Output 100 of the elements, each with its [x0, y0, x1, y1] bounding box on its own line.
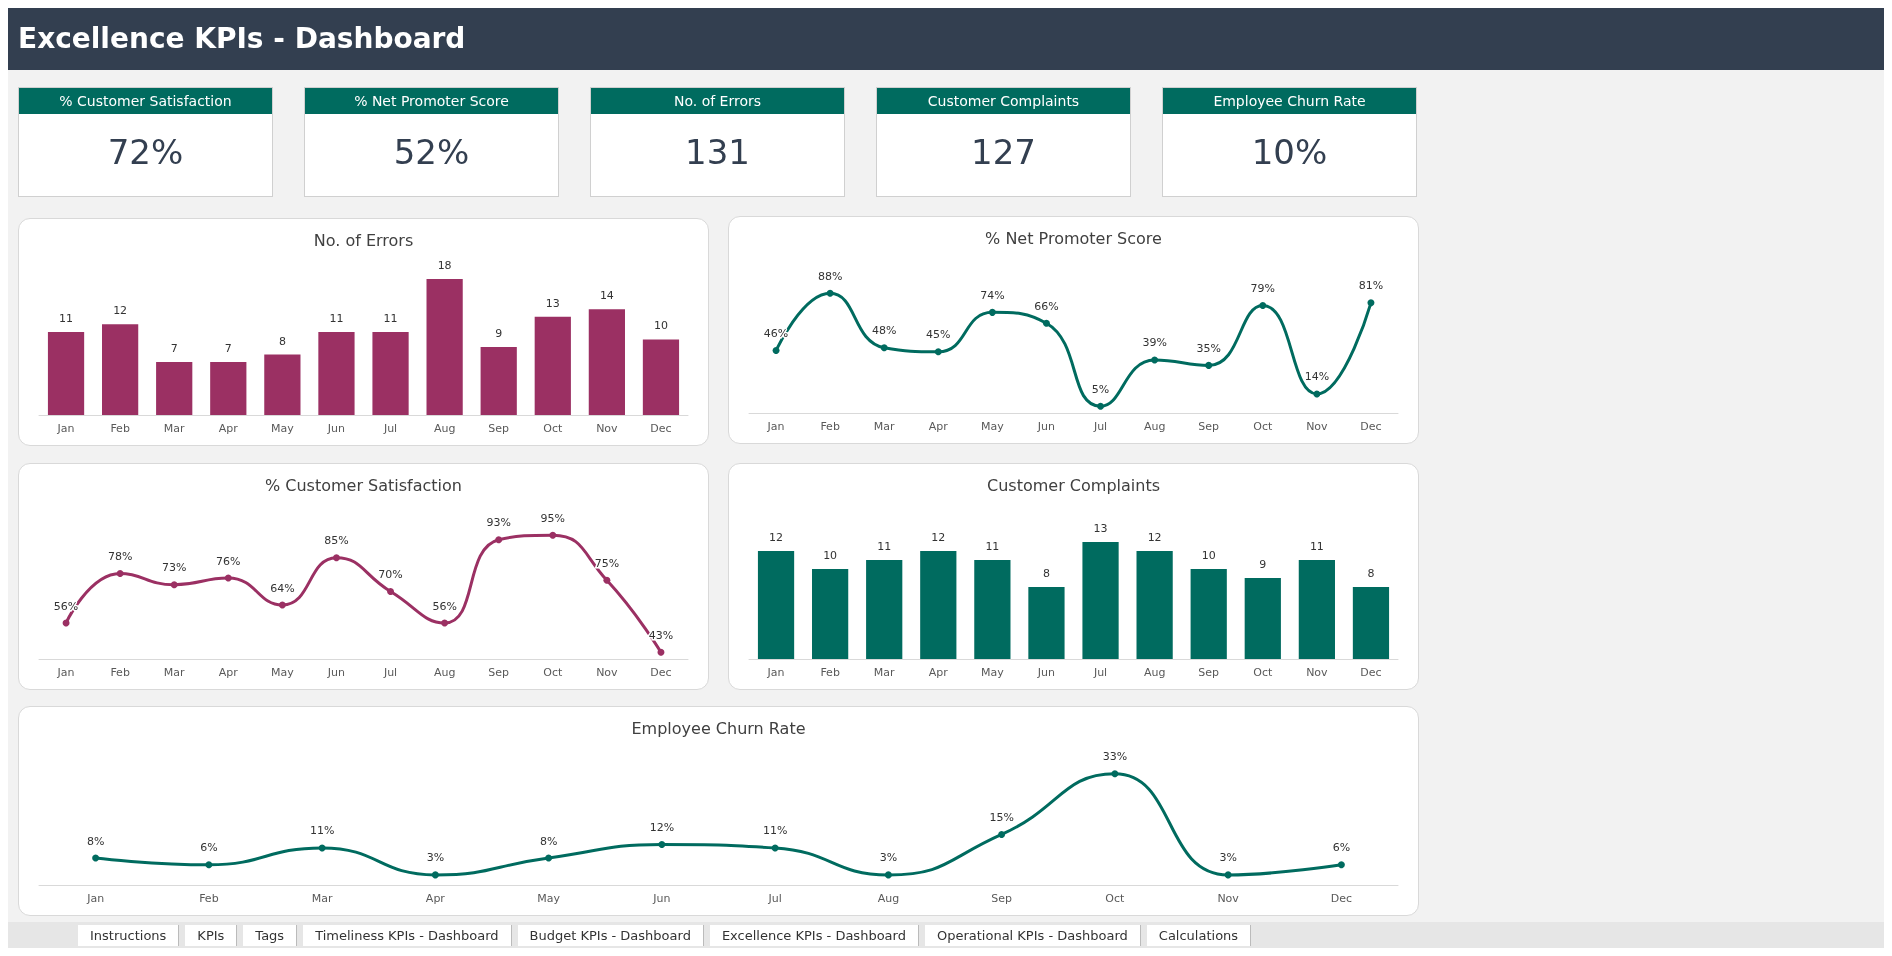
- x-tick-label: Dec: [1360, 420, 1382, 433]
- data-label: 48%: [871, 324, 897, 338]
- x-tick-label: Sep: [991, 892, 1013, 905]
- data-label: 12%: [649, 821, 675, 835]
- point: [545, 854, 553, 862]
- x-tick-label: Aug: [433, 666, 456, 679]
- bar: [102, 324, 139, 415]
- x-tick-label: Apr: [218, 666, 239, 679]
- point: [772, 346, 780, 354]
- x-tick-label: Oct: [543, 666, 563, 679]
- data-label: 74%: [980, 288, 1005, 302]
- point: [1111, 770, 1119, 778]
- x-tick-label: Aug: [433, 422, 456, 435]
- data-label: 15%: [989, 810, 1014, 824]
- data-label: 10: [1201, 549, 1216, 562]
- bar: [1352, 587, 1390, 659]
- bar: [1190, 569, 1227, 659]
- bar: [1082, 542, 1119, 659]
- data-label: 81%: [1358, 279, 1384, 293]
- x-tick-label: Mar: [163, 422, 186, 435]
- data-label: 93%: [486, 516, 511, 530]
- point: [934, 348, 942, 356]
- data-label: 12: [931, 531, 946, 544]
- point: [431, 871, 439, 879]
- point: [884, 871, 892, 879]
- data-label: 9: [495, 327, 503, 340]
- data-label: 3%: [879, 851, 898, 865]
- x-tick-label: Feb: [110, 422, 130, 435]
- data-label: 8: [278, 334, 286, 348]
- bar: [642, 339, 680, 415]
- x-tick-label: Feb: [110, 666, 130, 679]
- x-tick-label: May: [537, 892, 561, 905]
- x-tick-label: Oct: [1253, 420, 1273, 433]
- point: [1367, 299, 1375, 307]
- x-tick-label: Oct: [1105, 892, 1126, 905]
- data-label: 39%: [1142, 336, 1167, 350]
- x-tick-label: Dec: [1360, 666, 1382, 679]
- bar: [47, 331, 85, 415]
- point: [603, 576, 611, 584]
- chart-title: Employee Churn Rate: [631, 718, 806, 738]
- data-label: 33%: [1102, 750, 1128, 764]
- point: [1224, 871, 1232, 879]
- text: Excellence KPIs - Dashboard: [709, 924, 919, 946]
- point: [495, 536, 503, 544]
- data-label: 95%: [540, 511, 566, 525]
- x-tick-label: Jul: [1092, 420, 1108, 433]
- x-tick-label: Apr: [928, 420, 949, 433]
- bar: [757, 551, 795, 659]
- text: 127: [970, 132, 1037, 172]
- chart-title: % Customer Satisfaction: [265, 475, 462, 495]
- x-tick-label: Nov: [1306, 420, 1329, 433]
- data-label: 8: [1367, 567, 1375, 580]
- x-tick-label: Jan: [86, 892, 105, 905]
- data-label: 7: [224, 342, 232, 356]
- x-tick-label: Feb: [199, 892, 219, 905]
- bar: [1136, 551, 1173, 659]
- data-label: 56%: [432, 599, 457, 613]
- data-label: 8: [1042, 567, 1050, 580]
- data-label: 70%: [378, 568, 403, 581]
- text: 72%: [106, 132, 185, 172]
- x-tick-label: Jul: [1092, 666, 1108, 679]
- data-label: 12: [769, 531, 784, 544]
- x-tick-label: Dec: [650, 666, 672, 679]
- x-tick-label: Dec: [1330, 892, 1353, 905]
- point: [880, 344, 888, 352]
- x-tick-label: Feb: [820, 420, 840, 433]
- x-tick-label: May: [981, 666, 1005, 679]
- bar: [372, 331, 409, 415]
- data-label: 11: [985, 540, 1000, 553]
- data-label: 14%: [1304, 370, 1330, 384]
- data-label: 11%: [762, 824, 788, 838]
- data-label: 7: [170, 342, 178, 356]
- x-tick-label: Aug: [877, 892, 900, 905]
- data-label: 78%: [107, 550, 133, 563]
- x-tick-label: Mar: [163, 666, 186, 679]
- data-label: 8%: [86, 834, 105, 848]
- text: Calculations: [1146, 924, 1252, 946]
- data-label: 11%: [309, 824, 335, 838]
- text: Tags: [243, 924, 298, 946]
- bar: [210, 362, 247, 415]
- data-label: 45%: [926, 328, 951, 342]
- data-label: 35%: [1196, 341, 1221, 355]
- x-tick-label: Mar: [873, 420, 896, 433]
- text: Timeliness KPIs - Dashboard: [303, 924, 512, 946]
- data-label: 73%: [161, 561, 187, 575]
- point: [92, 854, 100, 862]
- point: [657, 648, 665, 656]
- data-label: 11: [877, 540, 892, 553]
- chart-title: Customer Complaints: [987, 475, 1160, 495]
- point: [771, 844, 779, 852]
- data-label: 88%: [817, 269, 843, 283]
- data-label: 9: [1259, 558, 1267, 571]
- x-tick-label: Nov: [596, 422, 619, 435]
- point: [441, 619, 449, 627]
- bar: [1244, 578, 1281, 659]
- bar: [920, 551, 957, 659]
- text: Customer Complaints: [877, 88, 1130, 114]
- chart-title: % Net Promoter Score: [985, 228, 1162, 248]
- data-label: 8%: [539, 834, 558, 848]
- x-tick-label: Jul: [382, 666, 398, 679]
